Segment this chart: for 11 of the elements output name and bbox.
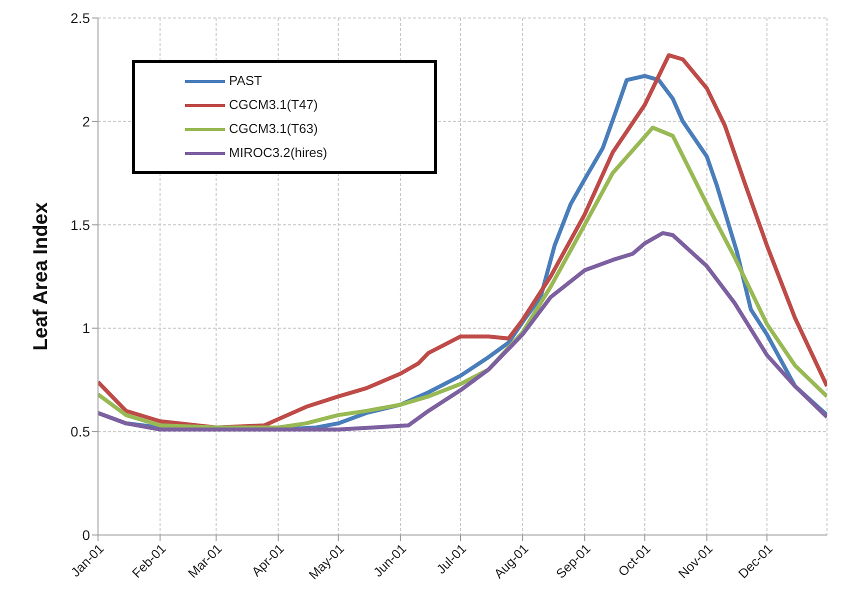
y-tick-label: 0.5	[70, 424, 90, 440]
y-tick-label: 2.5	[70, 10, 90, 26]
legend-label: PAST	[229, 72, 262, 90]
y-tick-label: 1.5	[70, 216, 90, 233]
legend-label: CGCM3.1(T47)	[229, 96, 318, 114]
y-tick-label: 1	[82, 320, 90, 336]
legend-label: MIROC3.2(hires)	[229, 144, 328, 162]
y-axis-title: Leaf Area Index	[30, 202, 52, 351]
legend-label: CGCM3.1(T63)	[229, 120, 318, 138]
y-tick-label: 2	[82, 113, 90, 130]
y-tick-label: 0	[82, 526, 90, 543]
